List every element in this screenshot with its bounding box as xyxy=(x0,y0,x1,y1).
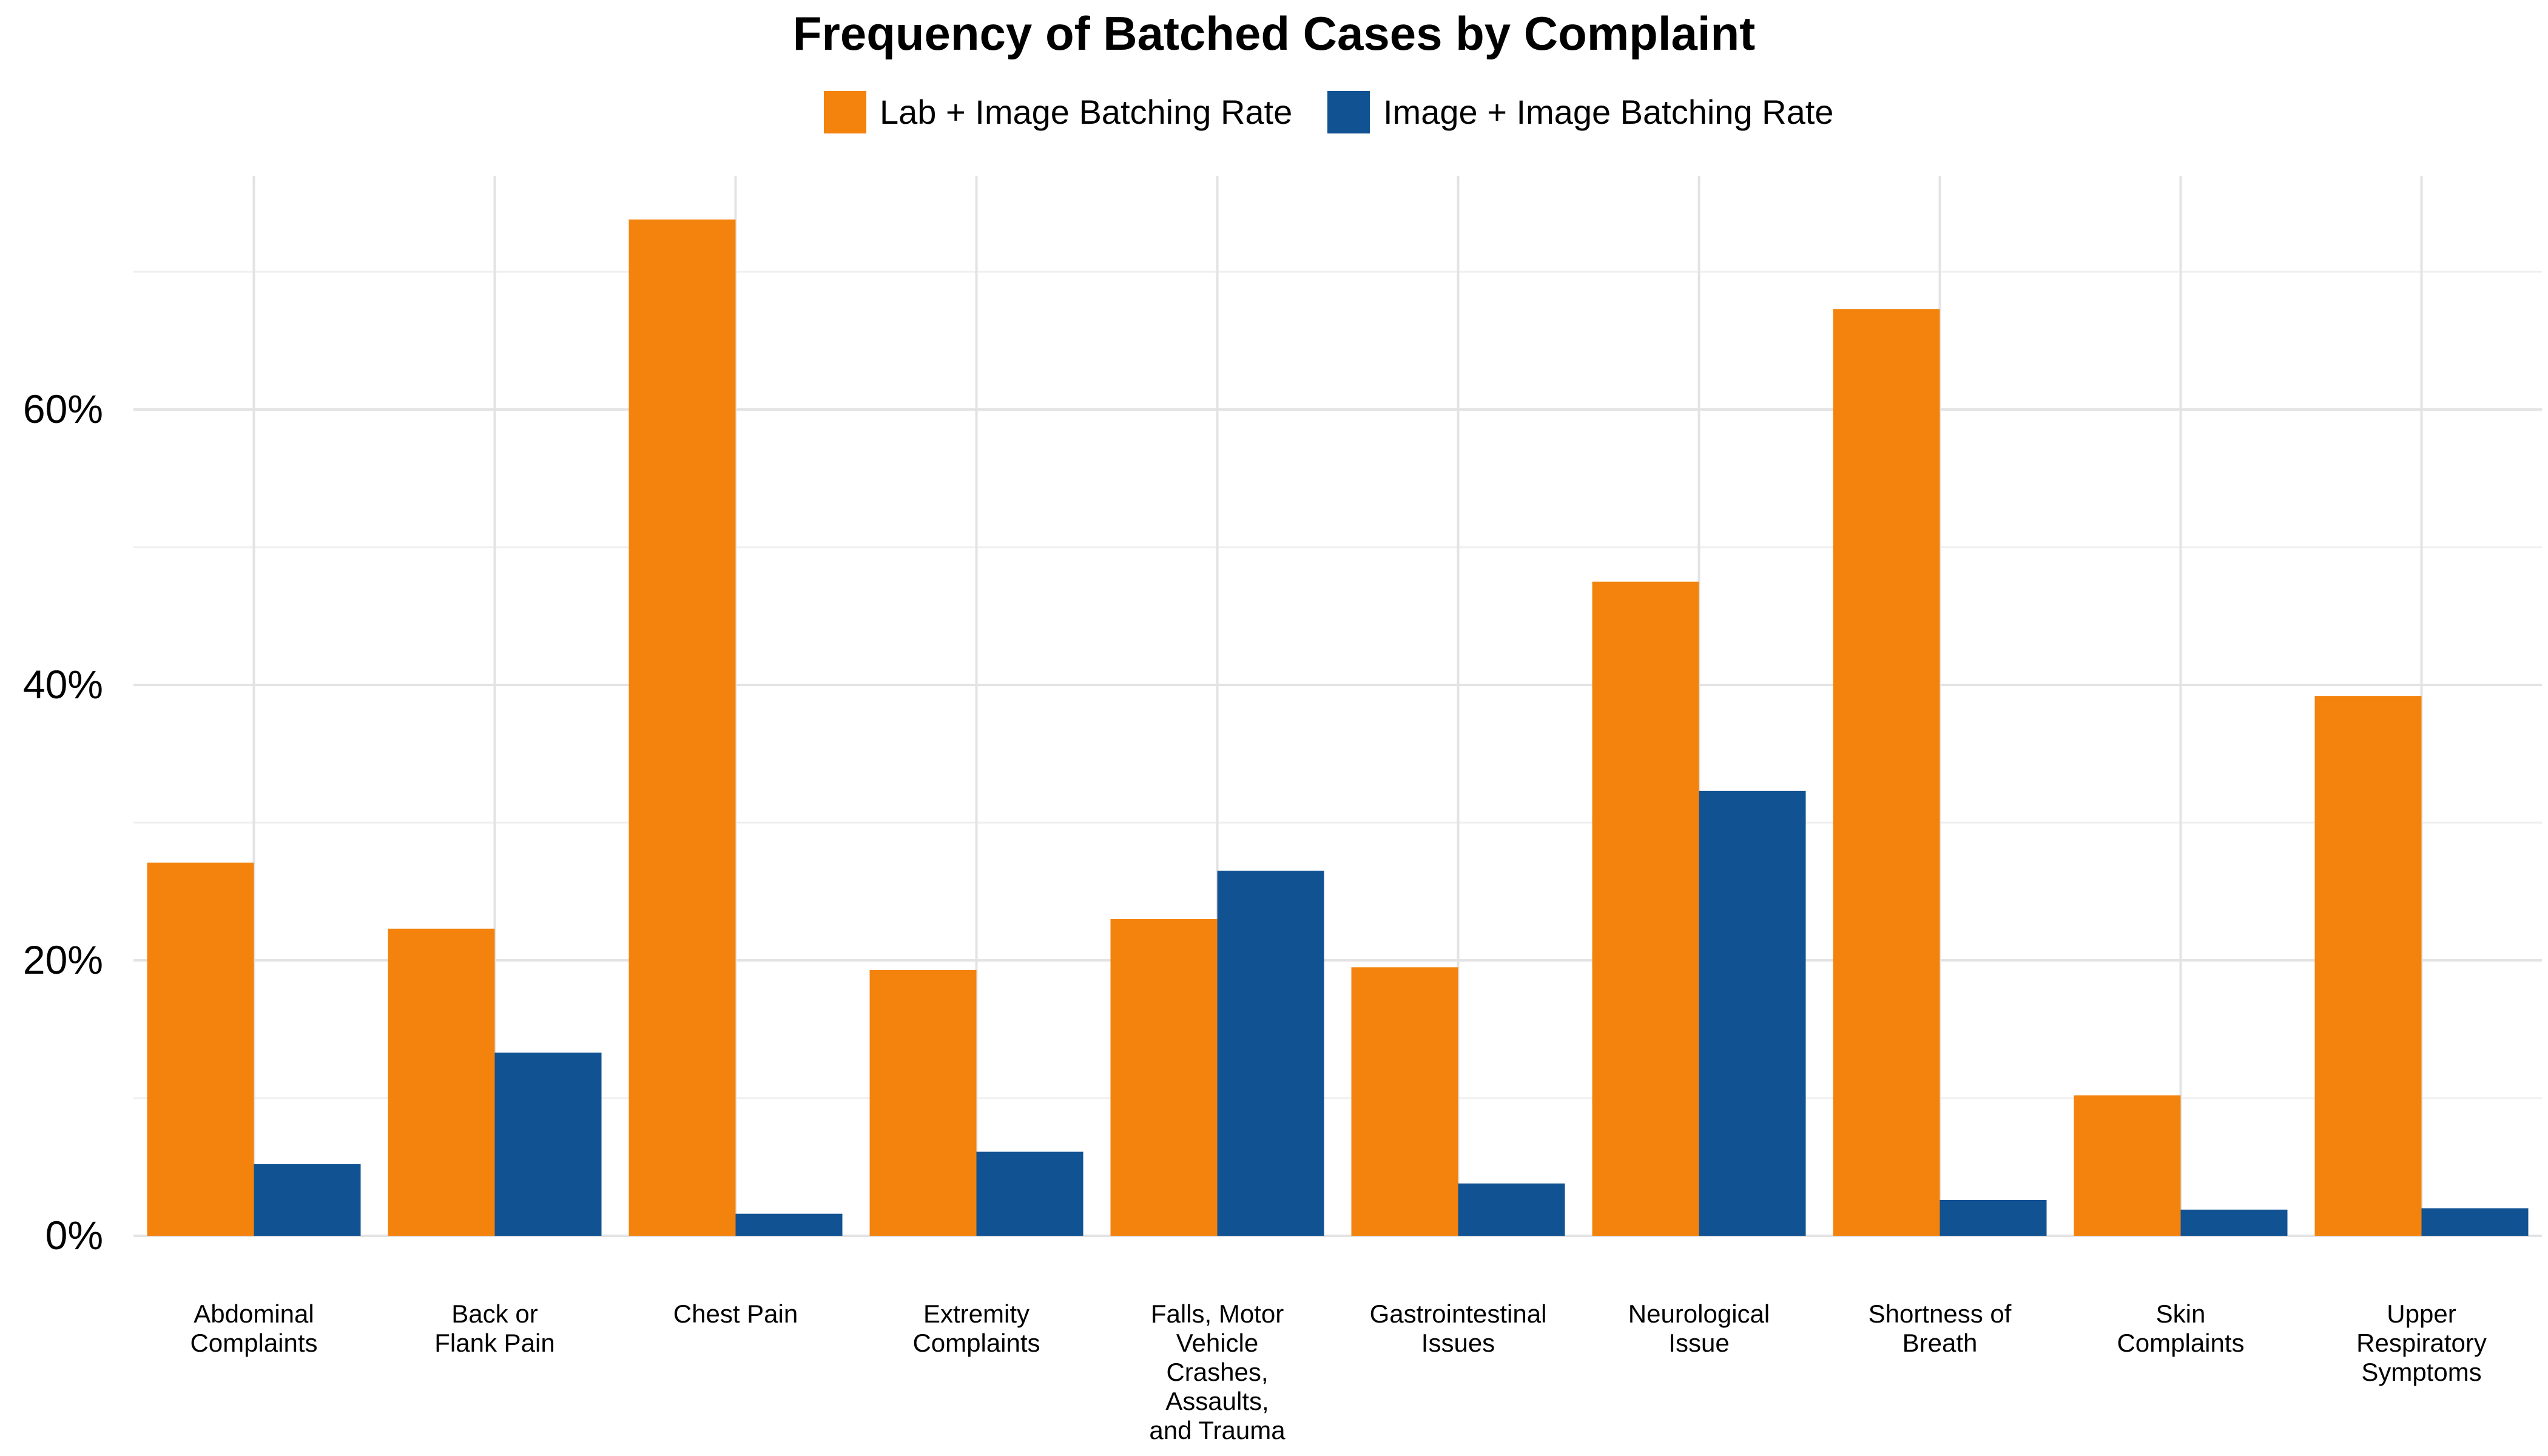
chart-title: Frequency of Batched Cases by Complaint xyxy=(793,7,1755,60)
y-tick-label: 0% xyxy=(46,1213,103,1258)
bar-image-image xyxy=(1217,871,1324,1236)
bar-image-image xyxy=(1699,790,1806,1236)
x-tick-label-line: Falls, Motor xyxy=(1151,1299,1284,1328)
x-tick-label-line: Vehicle xyxy=(1176,1329,1258,1357)
bar-lab-image xyxy=(147,862,254,1236)
bar-image-image xyxy=(735,1213,843,1236)
y-axis: 0% 20% 40% 60% xyxy=(23,386,103,1258)
bar-image-image xyxy=(1940,1199,2047,1236)
legend-swatch-lab-image xyxy=(824,91,866,133)
x-tick-label-line: Gastrointestinal xyxy=(1370,1299,1547,1328)
bar-image-image xyxy=(494,1053,602,1236)
legend-swatch-image-image xyxy=(1327,91,1370,133)
x-tick-label-line: Chest Pain xyxy=(673,1299,798,1328)
x-tick-label: Upper Respiratory Symptoms xyxy=(2356,1299,2487,1386)
bar-image-image xyxy=(2421,1208,2529,1236)
bar-lab-image xyxy=(869,969,977,1236)
x-tick-label: Chest Pain xyxy=(673,1299,798,1328)
x-tick-label: Abdominal Complaints xyxy=(190,1299,317,1357)
x-tick-label: Gastrointestinal Issues xyxy=(1370,1299,1547,1357)
bar-image-image xyxy=(254,1164,361,1236)
x-tick-label-line: Skin xyxy=(2156,1299,2206,1328)
x-tick-label-line: Respiratory xyxy=(2356,1329,2487,1357)
x-tick-label: Back or Flank Pain xyxy=(434,1299,554,1357)
y-tick-label: 20% xyxy=(23,937,103,982)
bar-lab-image xyxy=(1833,309,1940,1236)
bar-lab-image xyxy=(1110,918,1218,1236)
x-tick-label-line: Extremity xyxy=(923,1299,1030,1328)
legend: Lab + Image Batching Rate Image + Image … xyxy=(824,91,1833,133)
x-tick-label: Extremity Complaints xyxy=(912,1299,1040,1357)
x-tick-label-line: Flank Pain xyxy=(434,1329,554,1357)
x-tick-label: Neurological Issue xyxy=(1628,1299,1770,1357)
x-tick-label-line: Breath xyxy=(1903,1329,1978,1357)
x-tick-label-line: Issue xyxy=(1668,1329,1729,1357)
bar-lab-image xyxy=(2074,1095,2181,1236)
bar-lab-image xyxy=(388,928,495,1236)
x-tick-label: Skin Complaints xyxy=(2117,1299,2244,1357)
x-tick-label-line: Abdominal xyxy=(194,1299,314,1328)
legend-label-lab-image: Lab + Image Batching Rate xyxy=(880,93,1292,131)
x-tick-label-line: Assaults, xyxy=(1165,1387,1269,1415)
x-tick-label-line: Complaints xyxy=(912,1329,1040,1357)
x-tick-label-line: Complaints xyxy=(2117,1329,2244,1357)
x-tick-label: Falls, Motor Vehicle Crashes, Assaults, and … xyxy=(1149,1299,1286,1444)
x-tick-label-line: Back or xyxy=(451,1299,538,1328)
x-tick-label-line: Symptoms xyxy=(2361,1358,2481,1386)
x-tick-label-line: Neurological xyxy=(1628,1299,1770,1328)
bar-image-image xyxy=(976,1151,1084,1236)
bar-lab-image xyxy=(629,219,736,1236)
x-tick-label-line: Crashes, xyxy=(1166,1358,1268,1386)
bar-lab-image xyxy=(1592,581,1699,1236)
bar-lab-image xyxy=(2314,696,2422,1236)
bar-lab-image xyxy=(1351,967,1458,1236)
bar-image-image xyxy=(2180,1209,2288,1236)
bars xyxy=(147,219,2529,1236)
x-tick-label-line: Complaints xyxy=(190,1329,317,1357)
x-tick-label-line: Issues xyxy=(1421,1329,1495,1357)
y-tick-label: 60% xyxy=(23,386,103,431)
x-tick-label: Shortness of Breath xyxy=(1869,1299,2012,1357)
y-tick-label: 40% xyxy=(23,662,103,707)
x-tick-label-line: Upper xyxy=(2387,1299,2456,1328)
x-tick-label-line: and Trauma xyxy=(1149,1416,1286,1444)
legend-label-image-image: Image + Image Batching Rate xyxy=(1383,93,1833,131)
x-tick-label-line: Shortness of xyxy=(1869,1299,2012,1328)
bar-image-image xyxy=(1458,1183,1565,1236)
